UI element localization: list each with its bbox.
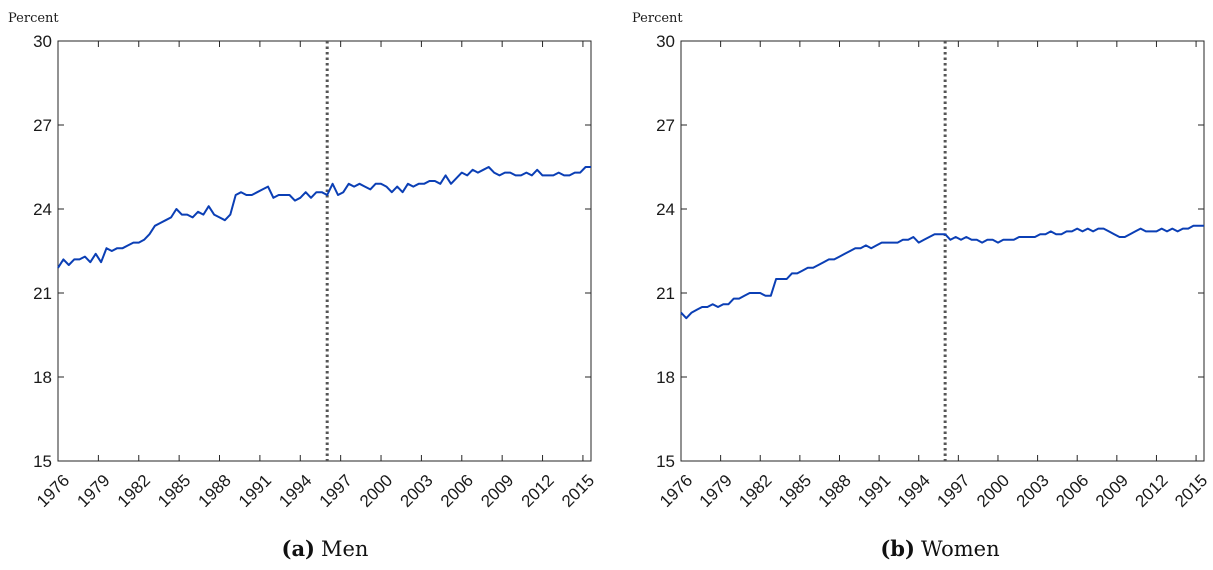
x-tick-label: 1982 [114, 471, 154, 511]
x-tick-label: 1997 [933, 471, 973, 511]
y-tick-label: 30 [33, 32, 52, 51]
x-tick-label: 1976 [33, 471, 73, 511]
x-tick-label: 1985 [154, 471, 194, 511]
x-tick-label: 2015 [1171, 471, 1211, 511]
plot-frame [680, 40, 1205, 462]
chart-panel-women: 15 18 21 24 27 30 1976 1979 1982 1985 1988 1991 1994… [656, 32, 1211, 511]
x-tick-label: 1988 [815, 471, 855, 511]
x-tick-label: 1988 [195, 471, 235, 511]
x-tick-label: 1994 [275, 471, 315, 511]
x-tick-label: 2009 [477, 471, 517, 511]
y-tick-label: 24 [33, 200, 52, 219]
y-tick-label: 27 [656, 116, 675, 135]
x-tick-label: 1991 [235, 471, 275, 511]
x-tick-label: 1979 [73, 471, 113, 511]
y-tick-label: 15 [656, 452, 675, 471]
y-unit-label-men: Percent [8, 11, 59, 26]
y-tick-label: 15 [33, 452, 52, 471]
x-tick-label: 2009 [1092, 471, 1132, 511]
x-tick-label: 2012 [1132, 471, 1172, 511]
x-tick-label: 2000 [973, 471, 1013, 511]
x-tick-label: 1976 [656, 471, 696, 511]
x-tick-label: 2003 [396, 471, 436, 511]
x-tick-label: 1985 [775, 471, 815, 511]
caption-text-men: Men [321, 537, 368, 561]
y-tick-label: 27 [33, 116, 52, 135]
caption-men: (a) Men [282, 536, 369, 561]
x-tick-label: 1979 [696, 471, 736, 511]
chart-panel-men: 15 18 21 24 27 30 1976 1979 1982 1985 1988 1991 1994… [33, 32, 598, 511]
x-tick-label: 2015 [558, 471, 598, 511]
x-tick-label: 2003 [1013, 471, 1053, 511]
caption-women: (b) Women [880, 536, 999, 561]
x-tick-label: 1994 [894, 471, 934, 511]
y-tick-label: 18 [33, 368, 52, 387]
caption-text-women: Women [921, 537, 1000, 561]
x-tick-label: 2006 [437, 471, 477, 511]
y-unit-label-women: Percent [632, 11, 683, 26]
x-tick-label: 2006 [1052, 471, 1092, 511]
series-line [57, 166, 591, 269]
y-tick-label: 18 [656, 368, 675, 387]
x-tick-label: 2000 [356, 471, 396, 511]
x-tick-label: 2012 [518, 471, 558, 511]
y-tick-label: 21 [33, 284, 52, 303]
plot-frame [57, 40, 592, 462]
x-tick-label: 1982 [735, 471, 775, 511]
x-tick-label: 1997 [316, 471, 356, 511]
y-tick-label: 24 [656, 200, 675, 219]
series-line [680, 224, 1204, 320]
y-tick-label: 30 [656, 32, 675, 51]
caption-tag-men: (a) [282, 536, 315, 561]
y-tick-label: 21 [656, 284, 675, 303]
caption-tag-women: (b) [880, 536, 915, 561]
x-tick-label: 1991 [854, 471, 894, 511]
